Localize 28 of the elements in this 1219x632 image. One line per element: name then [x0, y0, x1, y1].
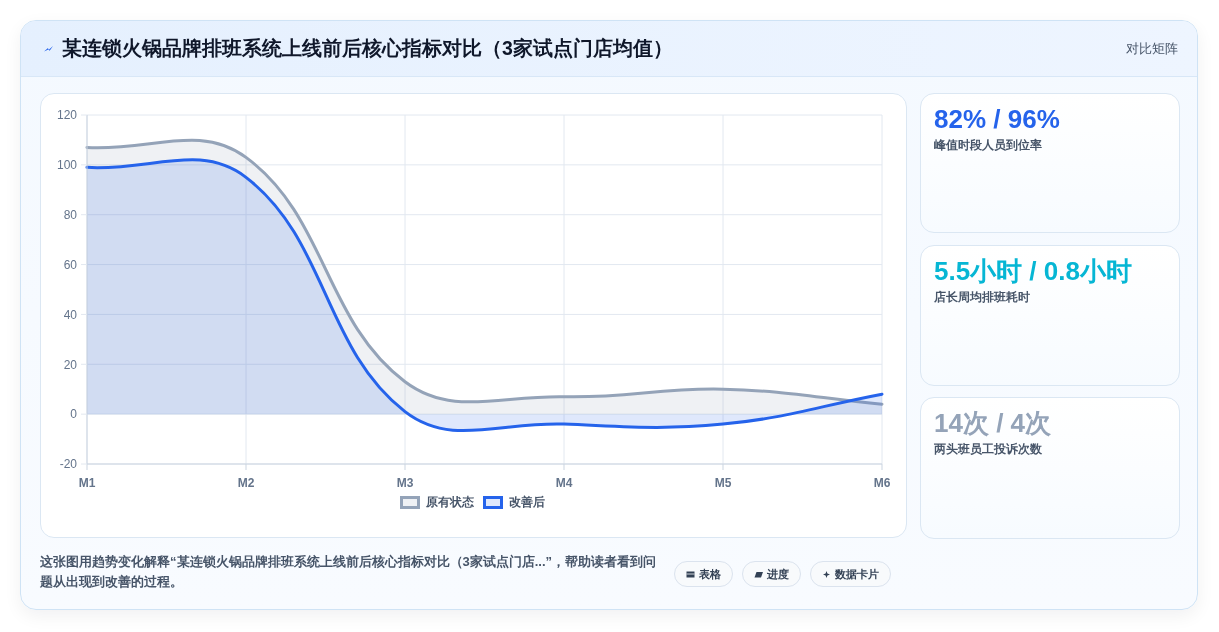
- legend-label: 改善后: [509, 494, 545, 511]
- x-tick-label: M6: [873, 475, 891, 490]
- y-tick-label: 0: [70, 407, 78, 422]
- text: 5.5小时 / 0.8小时: [934, 256, 1132, 286]
- text: 14次 / 4次: [934, 408, 1052, 438]
- text: 数据卡片: [835, 566, 879, 582]
- y-tick-label: 120: [56, 108, 78, 123]
- x-tick-label: M1: [78, 475, 96, 490]
- y-tick-label: 20: [63, 357, 78, 372]
- y-tick-label: -20: [59, 457, 78, 472]
- text: 店长周均排班耗时: [934, 290, 1030, 304]
- text: 表格: [699, 566, 721, 582]
- text: 这张图用趋势变化解释“某连锁火锅品牌排班系统上线前后核心指标对比（3家试点门店...”，帮助读者看到问题从出现到改善的过程。: [40, 554, 657, 589]
- text: 进度: [767, 566, 789, 582]
- y-tick-label: 40: [63, 307, 78, 322]
- x-tick-label: M2: [237, 475, 255, 490]
- text: 两头班员工投诉次数: [934, 442, 1042, 456]
- x-tick-label: M4: [555, 475, 573, 490]
- y-tick-label: 100: [56, 158, 78, 173]
- y-tick-label: 80: [63, 207, 78, 222]
- y-tick-label: 60: [63, 257, 78, 272]
- text: 对比矩阵: [1126, 41, 1178, 56]
- text: 峰值时段人员到位率: [934, 138, 1042, 152]
- chart-title: 某连锁火锅品牌排班系统上线前后核心指标对比（3家试点门店均值）: [62, 37, 673, 59]
- text: 82% / 96%: [934, 104, 1060, 134]
- x-tick-label: M3: [396, 475, 414, 490]
- legend-label: 原有状态: [426, 494, 474, 511]
- x-tick-label: M5: [714, 475, 732, 490]
